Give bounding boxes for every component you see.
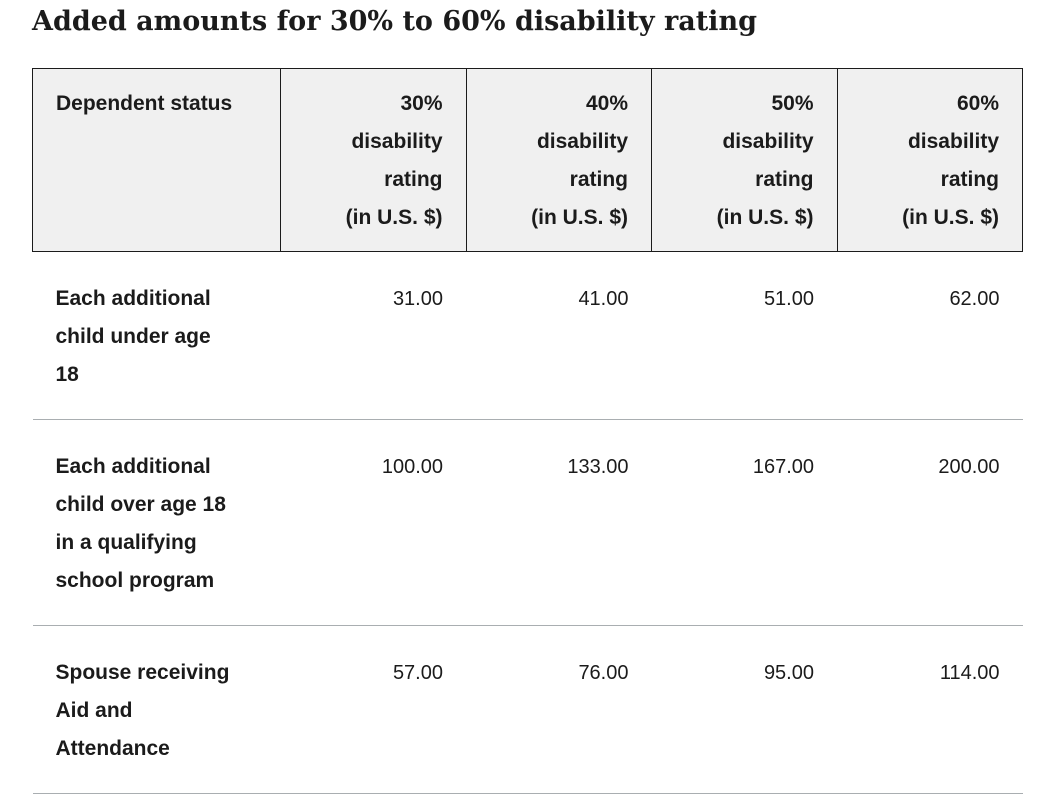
cell-value: 100.00 bbox=[280, 419, 466, 626]
header-line: 60% bbox=[956, 92, 999, 115]
header-label: Dependent status bbox=[56, 92, 233, 115]
row-label-line: Aid and bbox=[55, 699, 133, 722]
header-line: disability bbox=[351, 130, 443, 153]
table-header: Dependent status 30% disability rating (… bbox=[32, 68, 1023, 252]
header-line: (in U.S. $) bbox=[716, 206, 814, 229]
header-line: rating bbox=[940, 168, 999, 191]
header-line: 30% bbox=[400, 92, 443, 115]
cell-value: 57.00 bbox=[280, 625, 466, 794]
table-row: Each additional child over age 18 in a q… bbox=[32, 419, 1023, 626]
row-label-line: child under age bbox=[55, 325, 211, 348]
cell-value: 51.00 bbox=[651, 251, 837, 420]
header-line: rating bbox=[755, 168, 814, 191]
row-label-line: child over age 18 bbox=[55, 493, 226, 516]
cell-value: 76.00 bbox=[466, 625, 652, 794]
cell-value: 95.00 bbox=[651, 625, 837, 794]
row-label-spouse-aid-attendance: Spouse receiving Aid and Attendance bbox=[32, 625, 281, 794]
header-line: 40% bbox=[585, 92, 628, 115]
header-50-percent: 50% disability rating (in U.S. $) bbox=[651, 68, 838, 252]
row-label-line: in a qualifying bbox=[55, 531, 197, 554]
table-row: Each additional child under age 18 31.00… bbox=[32, 251, 1023, 420]
page-title: Added amounts for 30% to 60% disability … bbox=[32, 6, 757, 37]
header-line: rating bbox=[384, 168, 443, 191]
header-line: (in U.S. $) bbox=[902, 206, 999, 229]
header-dependent-status: Dependent status bbox=[32, 68, 281, 252]
cell-value: 167.00 bbox=[651, 419, 837, 626]
header-line: (in U.S. $) bbox=[345, 206, 443, 229]
cell-value: 62.00 bbox=[837, 251, 1023, 420]
cell-value: 114.00 bbox=[837, 625, 1023, 794]
header-line: disability bbox=[722, 130, 814, 153]
header-30-percent: 30% disability rating (in U.S. $) bbox=[280, 68, 467, 252]
header-line: 50% bbox=[771, 92, 814, 115]
row-label-child-over-18-school: Each additional child over age 18 in a q… bbox=[32, 419, 281, 626]
cell-value: 200.00 bbox=[837, 419, 1023, 626]
row-label-line: Spouse receiving bbox=[55, 661, 230, 684]
cell-value: 41.00 bbox=[466, 251, 652, 420]
header-60-percent: 60% disability rating (in U.S. $) bbox=[836, 68, 1023, 252]
row-label-child-under-18: Each additional child under age 18 bbox=[32, 251, 281, 420]
header-line: disability bbox=[536, 130, 628, 153]
cell-value: 31.00 bbox=[280, 251, 466, 420]
disability-rates-table: Dependent status 30% disability rating (… bbox=[32, 68, 1023, 794]
cell-value: 133.00 bbox=[466, 419, 652, 626]
header-line: rating bbox=[569, 168, 628, 191]
header-line: (in U.S. $) bbox=[531, 206, 628, 229]
row-label-line: 18 bbox=[55, 363, 79, 386]
header-row: Dependent status 30% disability rating (… bbox=[32, 68, 1023, 252]
row-label-line: Each additional bbox=[55, 455, 211, 478]
header-line: disability bbox=[907, 130, 999, 153]
header-40-percent: 40% disability rating (in U.S. $) bbox=[465, 68, 652, 252]
row-label-line: Each additional bbox=[55, 287, 211, 310]
table-body: Each additional child under age 18 31.00… bbox=[32, 251, 1023, 794]
table-row: Spouse receiving Aid and Attendance 57.0… bbox=[32, 625, 1023, 794]
row-label-line: Attendance bbox=[55, 737, 170, 760]
row-label-line: school program bbox=[55, 569, 215, 592]
